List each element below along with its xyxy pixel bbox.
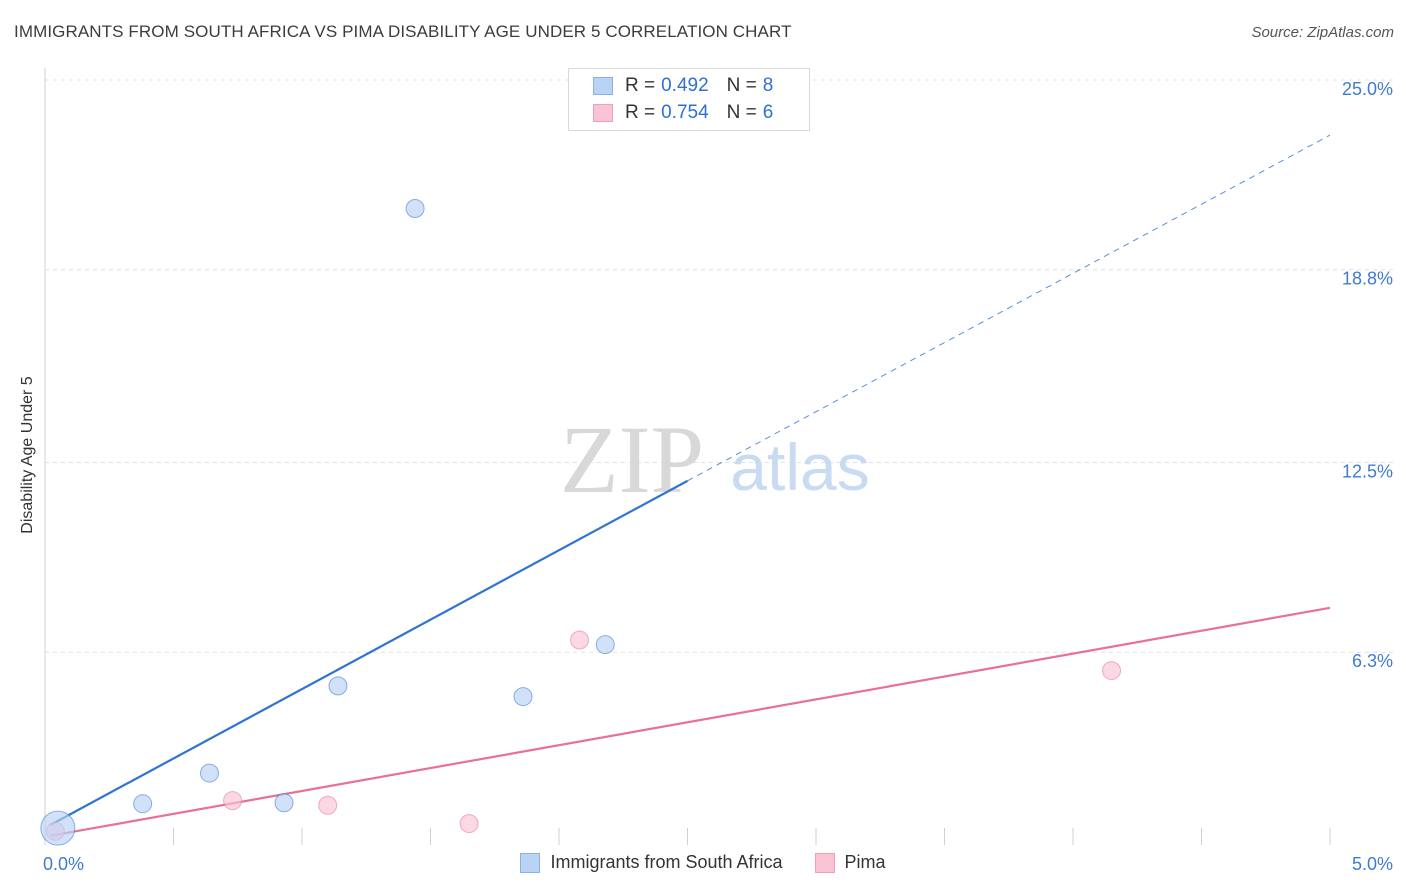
point-pima xyxy=(318,795,338,815)
legend-r-value: 0.754 xyxy=(661,102,709,123)
legend-row-south-africa: R = 0.492 N = 8 xyxy=(593,74,773,98)
watermark-zip: ZIP xyxy=(560,406,704,513)
point-south-africa xyxy=(513,687,533,707)
point-south-africa xyxy=(133,794,153,814)
y-tick-label: 25.0% xyxy=(1342,79,1393,99)
grid-lines xyxy=(45,79,1395,653)
trend-line-south-africa xyxy=(49,479,689,827)
y-tick-label: 12.5% xyxy=(1342,462,1393,482)
trend-lines xyxy=(49,134,1331,837)
point-pima xyxy=(1102,661,1122,681)
x-tick-label: 5.0% xyxy=(1352,854,1393,874)
correlation-legend: R = 0.492 N = 8 R = 0.754 N = 6 xyxy=(568,68,810,131)
source-label: Source: ZipAtlas.com xyxy=(1251,24,1394,41)
series-label-pima: Pima xyxy=(844,852,886,872)
legend-r-value: 0.492 xyxy=(661,75,709,96)
point-south-africa xyxy=(595,635,615,655)
legend-r-label: R = xyxy=(625,102,656,123)
point-south-africa xyxy=(40,810,76,846)
trend-line-south-africa-projection xyxy=(687,134,1331,482)
watermark-atlas: atlas xyxy=(730,430,869,504)
legend-swatch-pink xyxy=(593,104,613,122)
y-tick-label: 18.8% xyxy=(1342,269,1393,289)
tick-labels: 6.3% 12.5% 18.8% 25.0% 0.0% 5.0% xyxy=(43,79,1393,874)
point-pima xyxy=(570,630,590,650)
point-pima xyxy=(459,814,479,834)
legend-n-label: N = xyxy=(726,75,757,96)
watermark: ZIP atlas xyxy=(560,406,870,513)
point-south-africa xyxy=(199,763,219,783)
legend-row-pima: R = 0.754 N = 6 xyxy=(593,101,773,125)
x-tick-label: 0.0% xyxy=(43,854,84,874)
legend-n-value: 6 xyxy=(762,102,774,123)
series-legend: Immigrants from South Africa Pima xyxy=(0,852,1406,873)
series-swatch-pink xyxy=(814,852,835,873)
legend-n-label: N = xyxy=(726,102,757,123)
series-label-south-africa: Immigrants from South Africa xyxy=(550,852,783,872)
legend-r-label: R = xyxy=(625,75,656,96)
series-legend-pima: Pima xyxy=(814,852,886,873)
trend-line-pima xyxy=(49,606,1331,837)
y-tick-label: 6.3% xyxy=(1352,651,1393,671)
chart-title: IMMIGRANTS FROM SOUTH AFRICA VS PIMA DIS… xyxy=(14,22,792,41)
data-points xyxy=(40,199,1122,846)
legend-n-value: 8 xyxy=(762,75,774,96)
point-pima xyxy=(223,791,243,811)
point-south-africa xyxy=(405,199,425,219)
legend-swatch-blue xyxy=(593,77,613,95)
axes xyxy=(44,68,1331,845)
series-legend-south-africa: Immigrants from South Africa xyxy=(520,852,783,873)
point-south-africa xyxy=(328,676,348,696)
point-south-africa xyxy=(274,793,294,813)
series-swatch-blue xyxy=(520,852,541,873)
